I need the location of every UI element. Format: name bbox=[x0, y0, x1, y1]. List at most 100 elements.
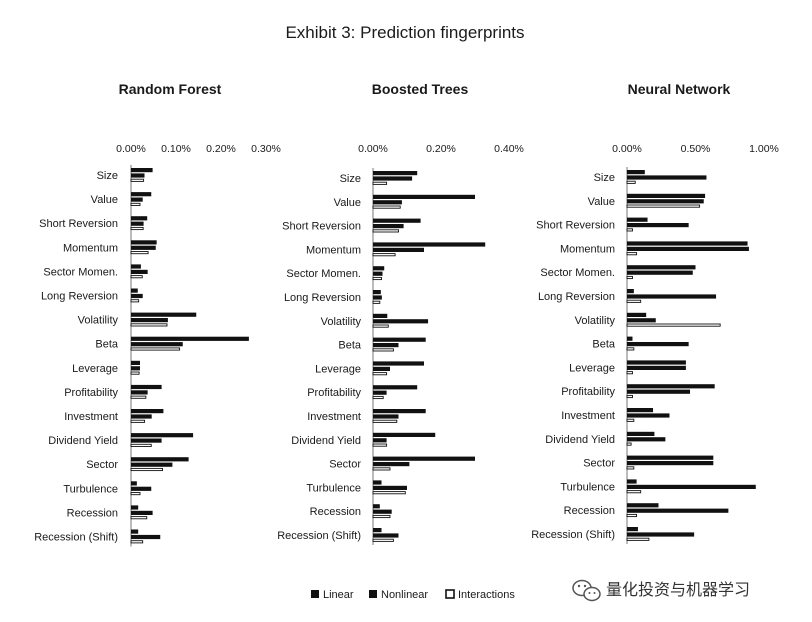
bar-nonlinear-nn-size bbox=[627, 175, 707, 180]
bar-linear-bt-profitability bbox=[373, 385, 418, 390]
bar-interactions-nn-turbulence bbox=[626, 490, 642, 494]
bar-nonlinear-nn-leverage bbox=[627, 365, 686, 370]
bar-nonlinear-bt-sector-momen bbox=[373, 271, 383, 276]
bar-linear-rf-dividend-yield bbox=[131, 433, 194, 438]
bar-linear-nn-value bbox=[627, 193, 706, 198]
bar-nonlinear-rf-volatility bbox=[131, 318, 168, 323]
bar-interactions-rf-beta bbox=[130, 347, 181, 351]
bar-nonlinear-nn-short-reversion bbox=[627, 223, 689, 228]
bar-linear-rf-recession-shift bbox=[131, 529, 139, 534]
category-label-bt-leverage: Leverage bbox=[315, 363, 361, 375]
bar-interactions-rf-value bbox=[130, 202, 141, 206]
category-label-nn-value: Value bbox=[588, 196, 615, 208]
bar-linear-bt-long-reversion bbox=[373, 290, 381, 295]
exhibit-title: Exhibit 3: Prediction fingerprints bbox=[285, 23, 524, 42]
bar-linear-bt-investment bbox=[373, 409, 426, 414]
bar-linear-bt-beta bbox=[373, 337, 426, 342]
panel-rf: Random Forest 0.00% 0.10% 0.20% 0.30% Size Val… bbox=[34, 81, 281, 547]
tick-label-bt-0: 0.00% bbox=[358, 143, 388, 155]
bar-interactions-bt-value bbox=[372, 205, 401, 209]
bar-interactions-bt-profitability bbox=[372, 395, 384, 400]
category-label-rf-sector: Sector bbox=[86, 459, 118, 471]
bar-linear-rf-short-reversion bbox=[131, 216, 148, 221]
category-label-nn-sector: Sector bbox=[583, 458, 615, 470]
bar-interactions-nn-long-reversion bbox=[626, 299, 642, 303]
bar-linear-bt-short-reversion bbox=[373, 218, 421, 223]
tick-label-rf-1: 0.10% bbox=[161, 143, 191, 155]
tick-label-rf-2: 0.20% bbox=[206, 143, 236, 155]
category-label-bt-recession-shift: Recession (Shift) bbox=[277, 530, 361, 542]
bar-nonlinear-rf-dividend-yield bbox=[131, 438, 162, 443]
wechat-logo-icon bbox=[572, 579, 601, 602]
bar-interactions-nn-beta bbox=[626, 347, 635, 351]
category-label-nn-sector-momen: Sector Momen. bbox=[540, 267, 615, 279]
tick-label-bt-1: 0.20% bbox=[426, 143, 456, 155]
bar-nonlinear-rf-leverage bbox=[131, 366, 140, 371]
bar-nonlinear-bt-short-reversion bbox=[373, 224, 404, 229]
category-label-rf-profitability: Profitability bbox=[64, 387, 118, 399]
bar-interactions-bt-dividend-yield bbox=[372, 443, 388, 447]
bar-linear-rf-recession bbox=[131, 505, 139, 510]
bar-linear-bt-sector-momen bbox=[373, 266, 385, 271]
bar-interactions-bt-momentum bbox=[372, 253, 396, 257]
bar-nonlinear-bt-sector bbox=[373, 462, 410, 467]
category-label-rf-value: Value bbox=[91, 194, 118, 206]
category-label-nn-leverage: Leverage bbox=[569, 362, 615, 374]
bar-interactions-nn-sector bbox=[626, 466, 635, 470]
category-label-bt-value: Value bbox=[334, 197, 361, 209]
bar-interactions-rf-investment bbox=[130, 419, 145, 423]
legend-label-linear: Linear bbox=[323, 589, 354, 601]
bar-interactions-rf-volatility bbox=[130, 323, 168, 327]
bar-interactions-nn-leverage bbox=[626, 371, 633, 375]
bar-linear-rf-sector bbox=[131, 457, 189, 462]
bar-interactions-bt-volatility bbox=[372, 324, 389, 328]
category-label-rf-recession: Recession bbox=[67, 507, 118, 519]
bar-linear-rf-sector-momen bbox=[131, 264, 141, 269]
bar-linear-rf-beta bbox=[131, 336, 249, 341]
bar-linear-nn-long-reversion bbox=[627, 289, 634, 294]
category-label-rf-dividend-yield: Dividend Yield bbox=[48, 435, 118, 447]
watermark: 量化投资与机器学习 bbox=[572, 579, 750, 602]
bar-linear-nn-size bbox=[627, 170, 645, 175]
bar-nonlinear-bt-investment bbox=[373, 414, 399, 419]
bar-interactions-bt-recession-shift bbox=[372, 538, 394, 542]
bar-nonlinear-bt-value bbox=[373, 200, 402, 205]
bar-linear-nn-recession-shift bbox=[627, 527, 638, 532]
bar-linear-rf-turbulence bbox=[131, 481, 137, 486]
bar-interactions-bt-leverage bbox=[372, 372, 388, 376]
bar-interactions-nn-investment bbox=[626, 418, 635, 422]
category-label-nn-beta: Beta bbox=[592, 339, 616, 351]
bar-interactions-nn-momentum bbox=[626, 252, 638, 256]
chart-panels: Random Forest 0.00% 0.10% 0.20% 0.30% Size Val… bbox=[34, 81, 779, 547]
bar-interactions-rf-leverage bbox=[130, 371, 140, 375]
bar-linear-nn-momentum bbox=[627, 241, 748, 246]
category-label-rf-short-reversion: Short Reversion bbox=[39, 218, 118, 230]
tick-label-rf-0: 0.00% bbox=[116, 143, 146, 155]
bar-nonlinear-rf-beta bbox=[131, 342, 183, 347]
bar-interactions-rf-recession-shift bbox=[130, 540, 144, 544]
bar-interactions-bt-beta bbox=[372, 348, 394, 352]
bar-nonlinear-nn-dividend-yield bbox=[627, 437, 666, 442]
bar-interactions-rf-long-reversion bbox=[130, 299, 140, 303]
bar-interactions-bt-short-reversion bbox=[372, 229, 399, 233]
panel-title-rf: Random Forest bbox=[119, 81, 222, 97]
category-label-rf-long-reversion: Long Reversion bbox=[41, 291, 118, 303]
bar-nonlinear-nn-recession-shift bbox=[627, 532, 695, 537]
bar-interactions-bt-size bbox=[372, 181, 388, 185]
category-label-bt-sector: Sector bbox=[329, 459, 361, 471]
bar-interactions-rf-recession bbox=[130, 516, 148, 520]
category-label-bt-sector-momen: Sector Momen. bbox=[286, 268, 361, 280]
bar-nonlinear-nn-long-reversion bbox=[627, 294, 717, 299]
category-label-nn-turbulence: Turbulence bbox=[560, 481, 615, 493]
category-label-rf-size: Size bbox=[97, 170, 118, 182]
bar-nonlinear-rf-short-reversion bbox=[131, 221, 144, 226]
legend-item-linear: Linear bbox=[311, 589, 354, 601]
bar-linear-rf-investment bbox=[131, 409, 164, 414]
category-label-bt-profitability: Profitability bbox=[307, 387, 361, 399]
tick-label-nn-2: 1.00% bbox=[749, 143, 779, 155]
bar-interactions-nn-value bbox=[626, 204, 701, 208]
bar-nonlinear-nn-profitability bbox=[627, 389, 691, 394]
legend-swatch-linear bbox=[311, 590, 319, 598]
bar-nonlinear-bt-turbulence bbox=[373, 485, 407, 490]
